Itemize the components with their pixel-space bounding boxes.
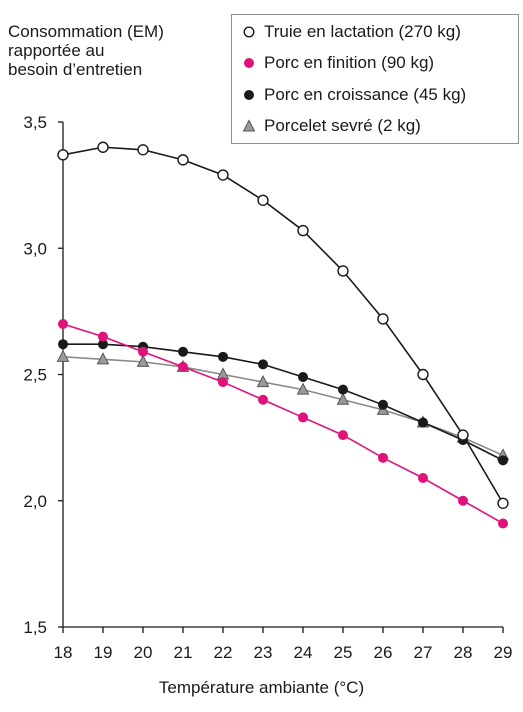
point-croissance [178, 346, 188, 357]
legend-label-croissance: Porc en croissance (45 kg) [264, 85, 467, 104]
point-croissance [298, 372, 308, 383]
point-finition [498, 518, 508, 529]
x-tick-label: 22 [214, 643, 233, 662]
point-croissance [218, 351, 228, 362]
x-tick-label: 23 [254, 643, 273, 662]
black-circle-marker-icon [244, 90, 254, 100]
point-lactation [257, 194, 269, 206]
point-lactation [457, 429, 469, 441]
point-lactation [217, 169, 229, 181]
point-finition [418, 473, 428, 484]
x-tick-label: 29 [494, 643, 513, 662]
x-tick-label: 18 [54, 643, 73, 662]
point-lactation [177, 154, 189, 166]
series-line-lactation [62, 146, 504, 504]
point-porcelet [56, 349, 70, 362]
series-line-croissance [63, 343, 504, 462]
x-axis-title: Température ambiante (°C) [158, 678, 365, 697]
point-croissance [338, 384, 348, 395]
point-porcelet [136, 354, 150, 367]
point-finition [378, 452, 388, 463]
series-line-porcelet [62, 356, 504, 457]
x-tick-label: 27 [414, 643, 433, 662]
x-tick-label: 26 [374, 643, 393, 662]
point-finition [138, 346, 148, 357]
x-tick-label: 25 [334, 643, 353, 662]
point-lactation [297, 224, 309, 237]
point-finition [218, 377, 228, 388]
point-finition [98, 331, 108, 342]
x-tick-label: 28 [454, 643, 473, 662]
point-lactation [137, 144, 149, 156]
x-tick-label: 19 [94, 643, 113, 662]
point-croissance [258, 359, 268, 370]
point-lactation [377, 313, 389, 325]
point-lactation [337, 265, 349, 277]
x-tick-label: 24 [294, 643, 313, 662]
legend-label-porcelet: Porcelet sevré (2 kg) [264, 116, 421, 135]
legend-label-finition: Porc en finition (90 kg) [264, 53, 435, 72]
legend-item-porcelet: Porcelet sevré (2 kg) [242, 116, 421, 136]
point-croissance [418, 417, 428, 428]
legend-item-lactation: Truie en lactation (270 kg) [242, 22, 461, 42]
series-line-finition [62, 323, 504, 525]
point-finition [178, 361, 188, 372]
y-axis-title-line-2: rapportée au [8, 41, 105, 60]
point-croissance [98, 339, 108, 350]
point-croissance [498, 455, 508, 466]
open-circle-marker-icon [243, 26, 255, 38]
y-tick-label: 3,0 [23, 239, 47, 258]
point-lactation [97, 141, 109, 153]
y-tick-label: 3,5 [23, 113, 47, 132]
y-tick-label: 2,0 [23, 492, 47, 511]
point-lactation [417, 368, 429, 381]
point-finition [58, 319, 68, 329]
legend-label-lactation: Truie en lactation (270 kg) [264, 22, 461, 41]
point-finition [258, 394, 268, 405]
legend: Truie en lactation (270 kg) Porc en fini… [231, 14, 519, 144]
y-axis-title-line-3: besoin d’entretien [8, 60, 143, 79]
triangle-marker-icon [242, 119, 256, 132]
point-finition [298, 412, 308, 423]
y-tick-label: 2,5 [23, 366, 47, 385]
point-porcelet [296, 382, 310, 395]
point-porcelet [256, 374, 270, 388]
point-porcelet [96, 352, 110, 365]
point-lactation [57, 149, 69, 161]
point-croissance [378, 399, 388, 410]
pink-circle-marker-icon [244, 58, 254, 68]
x-tick-label: 20 [134, 643, 153, 662]
point-finition [338, 430, 348, 441]
point-lactation [497, 497, 509, 509]
point-porcelet [336, 392, 350, 405]
y-tick-label: 1,5 [23, 618, 47, 637]
y-axis-title-line-1: Consommation (EM) [8, 22, 164, 41]
x-tick-label: 21 [174, 643, 193, 662]
legend-item-croissance: Porc en croissance (45 kg) [242, 85, 466, 105]
point-croissance [58, 339, 68, 350]
legend-item-finition: Porc en finition (90 kg) [242, 53, 434, 73]
point-finition [458, 495, 468, 506]
